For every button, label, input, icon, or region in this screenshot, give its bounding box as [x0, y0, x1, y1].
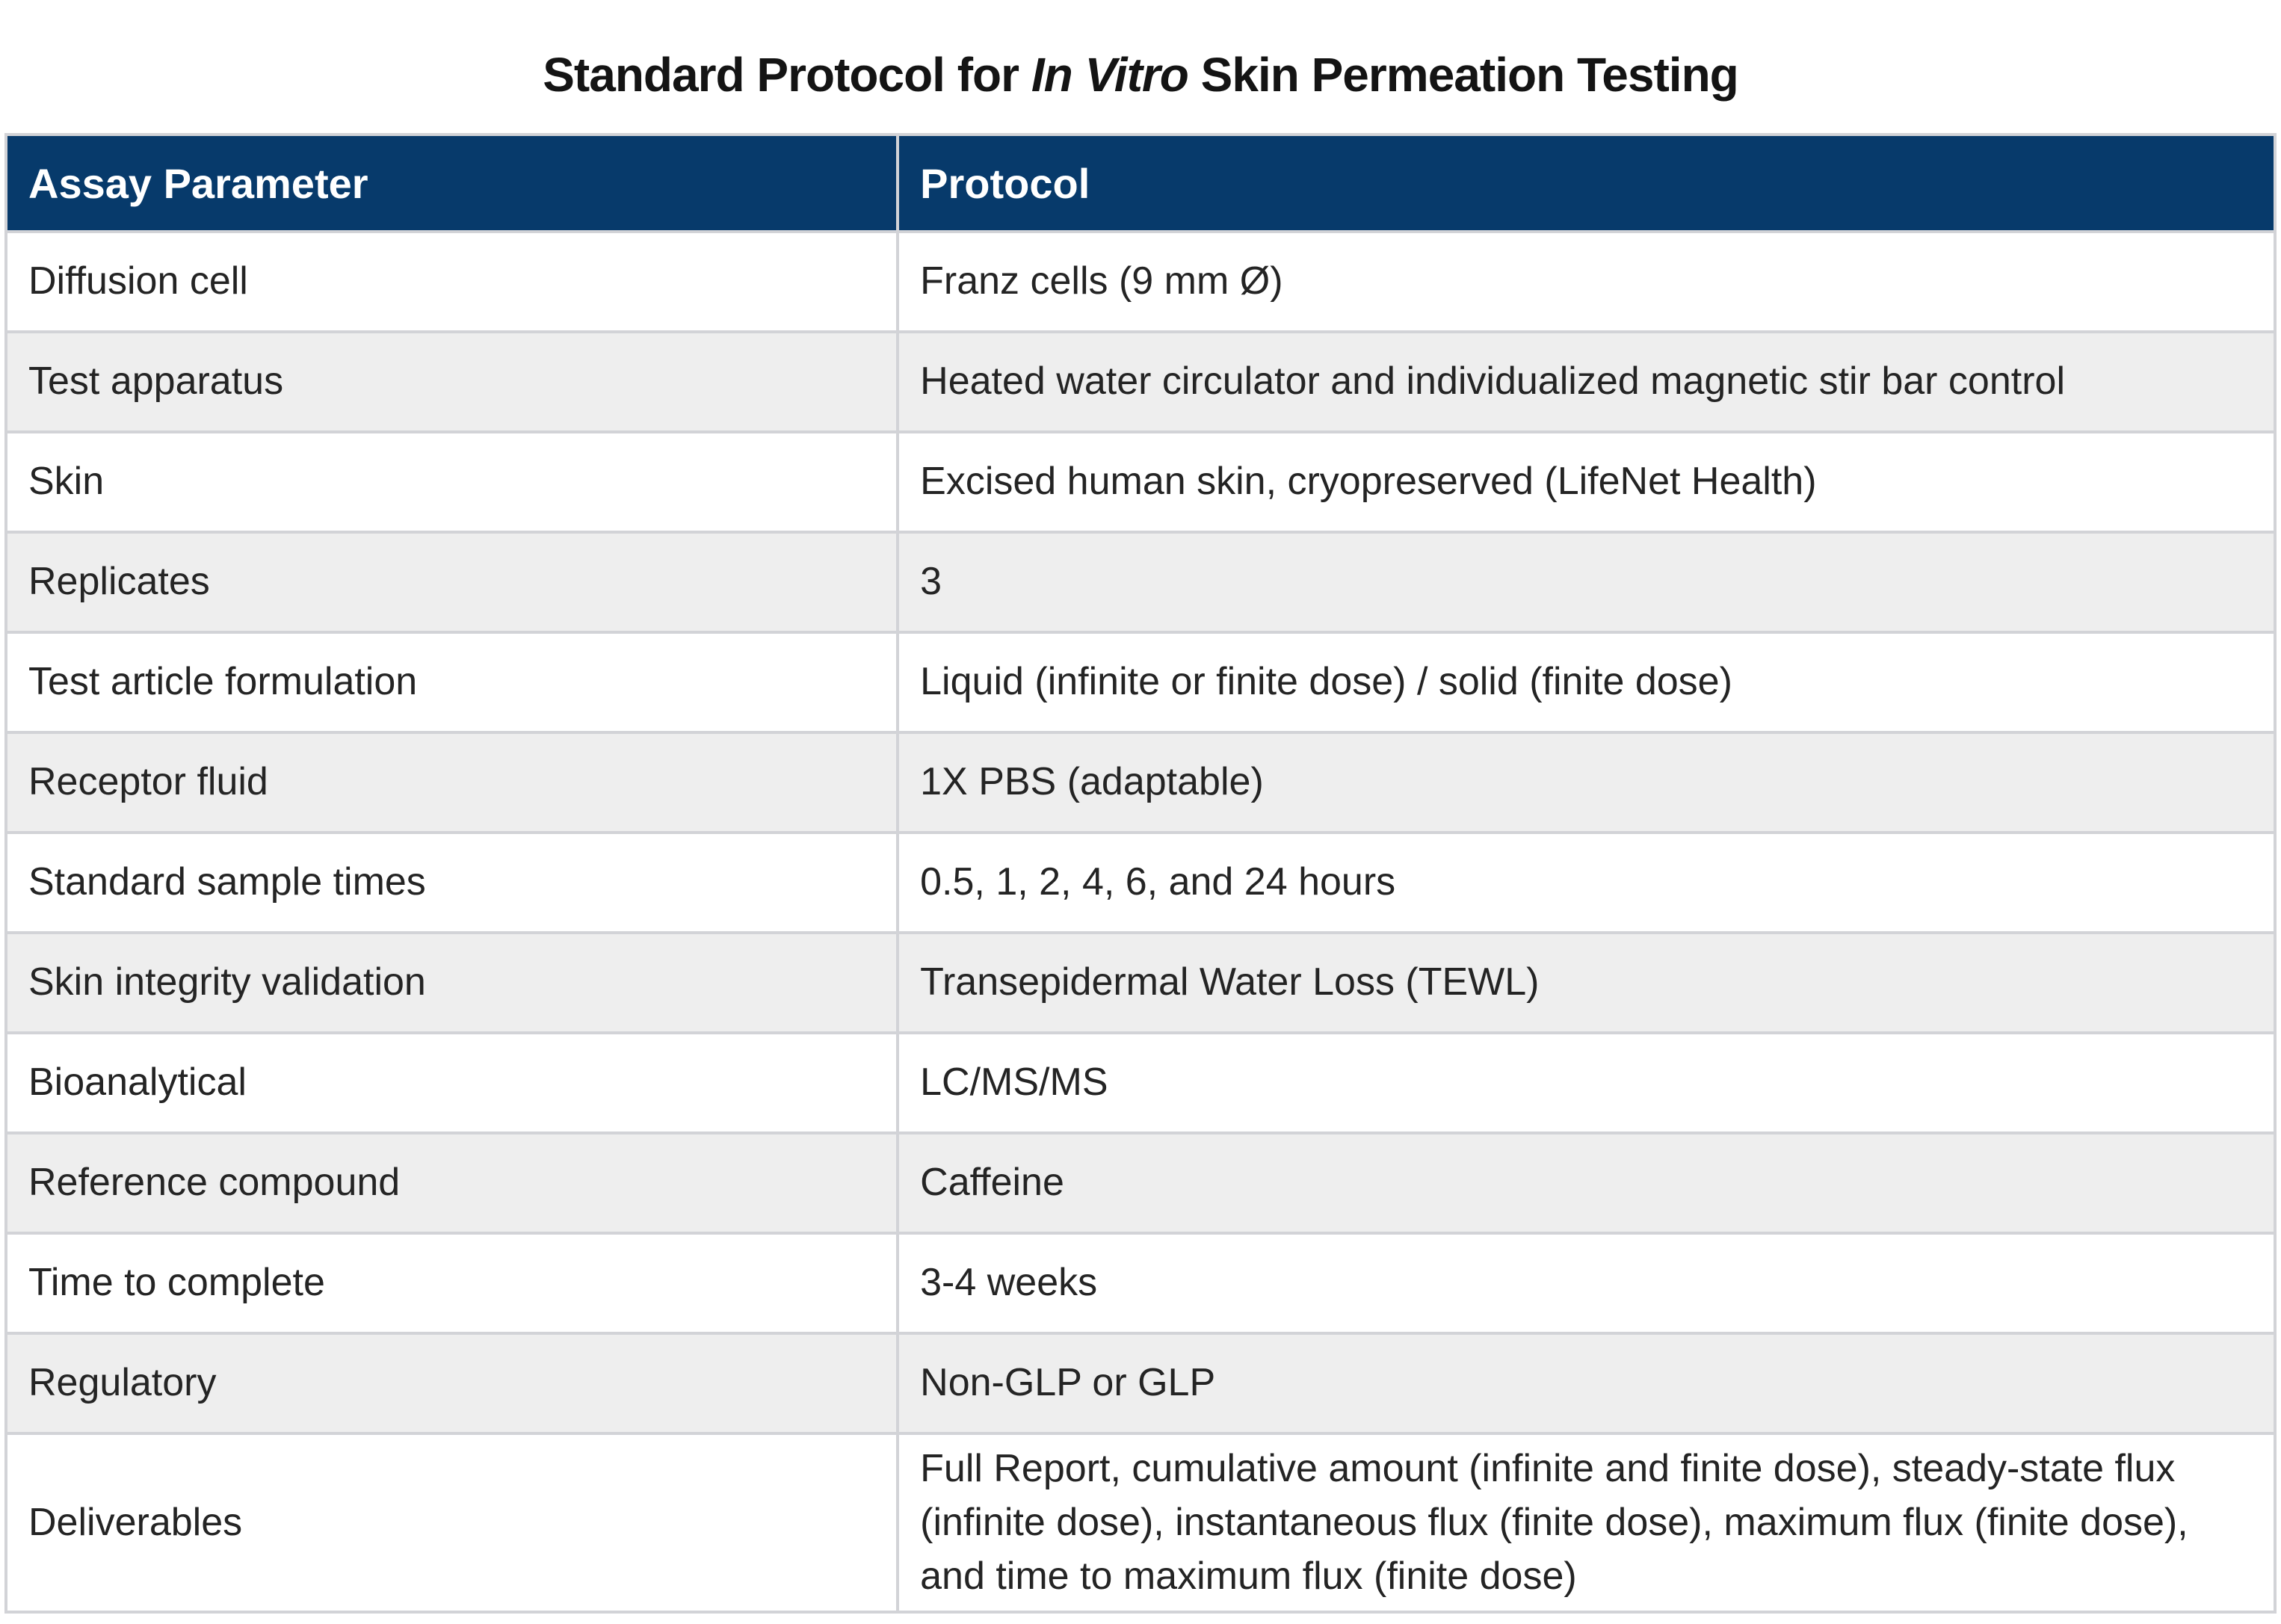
page-title: Standard Protocol for In Vitro Skin Perm… — [0, 32, 2281, 101]
parameter-cell: Regulatory — [4, 1332, 900, 1436]
table-row: Skin integrity validation Transepidermal… — [4, 931, 2277, 1035]
protocol-cell: Caffeine — [896, 1131, 2277, 1235]
protocol-cell: 3 — [896, 531, 2277, 635]
parameter-cell: Skin integrity validation — [4, 931, 900, 1035]
protocol-cell: Full Report, cumulative amount (infinite… — [896, 1432, 2277, 1614]
parameter-cell: Replicates — [4, 531, 900, 635]
table-header-row: Assay Parameter Protocol — [4, 133, 2277, 234]
column-header-assay-parameter: Assay Parameter — [4, 133, 900, 234]
parameter-cell: Deliverables — [4, 1432, 900, 1614]
parameter-cell: Reference compound — [4, 1131, 900, 1235]
protocol-cell: 1X PBS (adaptable) — [896, 731, 2277, 835]
page-title-italic: In Vitro — [1031, 47, 1189, 102]
table-row: Diffusion cell Franz cells (9 mm Ø) — [4, 230, 2277, 334]
table-row: Skin Excised human skin, cryopreserved (… — [4, 430, 2277, 534]
table-row: Test apparatus Heated water circulator a… — [4, 330, 2277, 434]
protocol-cell: 0.5, 1, 2, 4, 6, and 24 hours — [896, 831, 2277, 935]
parameter-cell: Test article formulation — [4, 631, 900, 735]
column-header-protocol: Protocol — [896, 133, 2277, 234]
table-row: Time to complete 3-4 weeks — [4, 1232, 2277, 1336]
table-row: Standard sample times 0.5, 1, 2, 4, 6, a… — [4, 831, 2277, 935]
protocol-cell: 3-4 weeks — [896, 1232, 2277, 1336]
table-row: Bioanalytical LC/MS/MS — [4, 1031, 2277, 1135]
protocol-cell: Excised human skin, cryopreserved (LifeN… — [896, 430, 2277, 534]
protocol-cell: LC/MS/MS — [896, 1031, 2277, 1135]
parameter-cell: Receptor fluid — [4, 731, 900, 835]
table-row: Regulatory Non-GLP or GLP — [4, 1332, 2277, 1436]
protocol-cell: Non-GLP or GLP — [896, 1332, 2277, 1436]
table-row: Replicates 3 — [4, 531, 2277, 635]
table-row: Deliverables Full Report, cumulative amo… — [4, 1432, 2277, 1614]
protocol-table: Assay Parameter Protocol Diffusion cell … — [4, 133, 2277, 1614]
protocol-cell: Transepidermal Water Loss (TEWL) — [896, 931, 2277, 1035]
parameter-cell: Diffusion cell — [4, 230, 900, 334]
protocol-cell: Franz cells (9 mm Ø) — [896, 230, 2277, 334]
protocol-cell: Liquid (infinite or finite dose) / solid… — [896, 631, 2277, 735]
page-title-prefix: Standard Protocol for — [543, 47, 1031, 102]
table-row: Receptor fluid 1X PBS (adaptable) — [4, 731, 2277, 835]
table-row: Test article formulation Liquid (infinit… — [4, 631, 2277, 735]
protocol-cell: Heated water circulator and individualiz… — [896, 330, 2277, 434]
parameter-cell: Test apparatus — [4, 330, 900, 434]
table-row: Reference compound Caffeine — [4, 1131, 2277, 1235]
page-title-suffix: Skin Permeation Testing — [1188, 47, 1739, 102]
parameter-cell: Bioanalytical — [4, 1031, 900, 1135]
parameter-cell: Standard sample times — [4, 831, 900, 935]
parameter-cell: Skin — [4, 430, 900, 534]
parameter-cell: Time to complete — [4, 1232, 900, 1336]
